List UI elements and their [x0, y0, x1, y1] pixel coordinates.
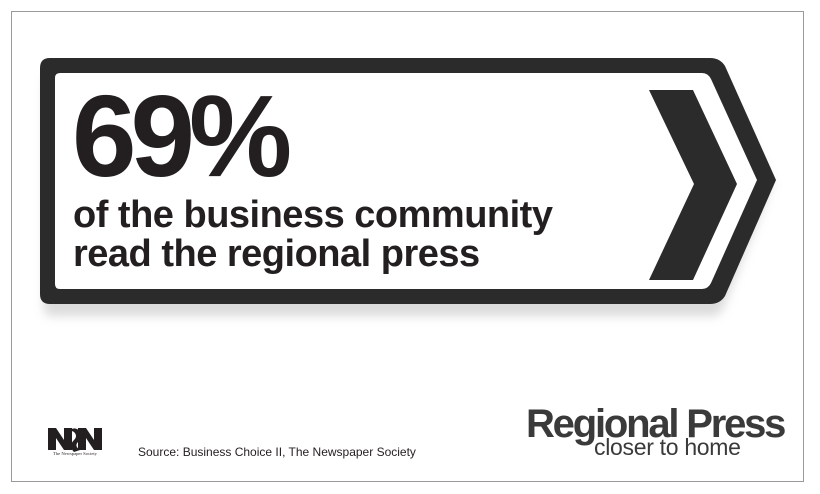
brand-logo-text: Regional Press — [526, 402, 786, 446]
headline-percent: 69% — [72, 71, 292, 201]
brand-tagline: closer to home — [594, 434, 741, 460]
source-citation: Source: Business Choice II, The Newspape… — [138, 445, 416, 459]
sign-inner — [55, 73, 757, 289]
newspaper-society-caption: The Newspaper Society — [53, 451, 97, 456]
chevron-right-icon — [649, 90, 737, 280]
headline-line-2: read the regional press — [73, 233, 480, 275]
newspaper-society-logo-icon — [48, 428, 102, 452]
headline-line-1: of the business community — [73, 194, 553, 236]
